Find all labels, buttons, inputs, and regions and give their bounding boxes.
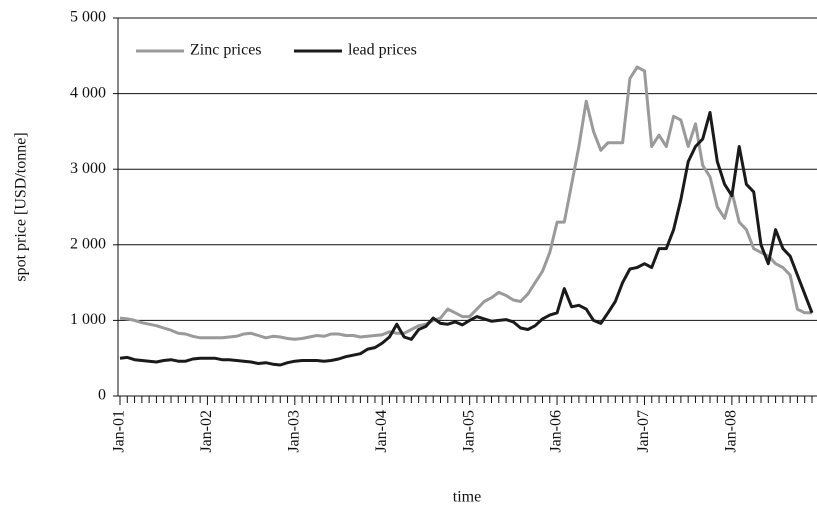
x-tick-label: Jan-02: [198, 410, 215, 453]
y-tick-label: 1 000: [70, 311, 106, 328]
y-axis-label: spot price [USD/tonne]: [13, 132, 30, 281]
y-tick-label: 2 000: [70, 235, 106, 252]
line-series: [119, 65, 812, 341]
x-tick-label: Jan-04: [373, 410, 390, 453]
x-tick-label: Jan-05: [460, 410, 477, 453]
x-tick-label: Jan-03: [285, 410, 302, 453]
y-tick-label: 0: [98, 387, 106, 404]
y-tick-label: 5 000: [70, 9, 106, 26]
x-tick-label: Jan-07: [635, 410, 652, 453]
legend-label: Zinc prices: [190, 42, 262, 59]
y-tick-label: 4 000: [70, 84, 106, 101]
x-tick-label: Jan-08: [723, 410, 740, 453]
x-tick-label: Jan-06: [548, 410, 565, 453]
y-tick-label: 3 000: [70, 160, 106, 177]
line-series: [119, 111, 814, 367]
x-axis-label: time: [453, 489, 481, 506]
x-tick-label: Jan-01: [111, 410, 128, 453]
legend-label: lead prices: [348, 42, 417, 59]
